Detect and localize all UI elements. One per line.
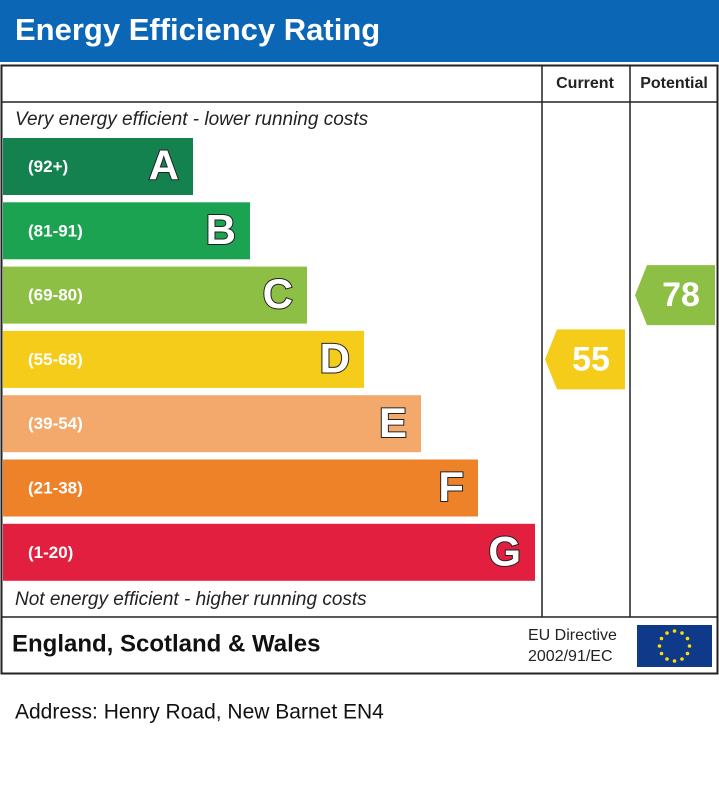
- band-range: (55-68): [28, 350, 83, 369]
- band: [3, 330, 364, 388]
- region: England, Scotland & Wales: [12, 630, 320, 657]
- potential-value: 78: [662, 276, 700, 314]
- band: [3, 523, 535, 581]
- star: [685, 651, 690, 656]
- band-range: (81-91): [28, 221, 83, 240]
- band-range: (39-54): [28, 414, 83, 433]
- column-header: Potential: [640, 75, 708, 92]
- band: [3, 138, 193, 195]
- band-range: (69-80): [28, 286, 83, 305]
- star: [672, 659, 677, 663]
- band: [3, 395, 421, 453]
- bottom-note: Not energy efficient - higher running co…: [15, 589, 367, 610]
- column-header: Current: [556, 75, 614, 92]
- band-range: (21-38): [28, 478, 83, 497]
- star: [659, 636, 664, 641]
- address: Address: Henry Road, New Barnet EN4: [15, 701, 384, 724]
- band: [3, 202, 250, 260]
- band: [3, 459, 478, 517]
- frame: [0, 64, 719, 675]
- band-letter: B: [206, 206, 236, 253]
- band: [3, 266, 307, 324]
- band-letter: A: [149, 142, 179, 189]
- band-letter: E: [379, 399, 407, 446]
- star: [685, 636, 690, 641]
- band-range: (1-20): [28, 543, 73, 562]
- current-arrow: [545, 329, 625, 390]
- top-note: Very energy efficient - lower running co…: [15, 109, 369, 130]
- star: [657, 644, 662, 648]
- potential-arrow: [635, 265, 715, 326]
- current-value: 55: [572, 340, 610, 378]
- star: [672, 629, 677, 633]
- star: [680, 657, 684, 661]
- band-letter: C: [263, 270, 293, 317]
- title: Energy Efficiency Rating: [15, 12, 380, 47]
- band-letter: G: [488, 527, 521, 574]
- eu-stars: [657, 629, 692, 663]
- directive: EU Directive: [528, 627, 617, 644]
- directive: 2002/91/EC: [528, 648, 613, 665]
- band-letter: F: [438, 463, 464, 510]
- star: [665, 657, 669, 661]
- star: [680, 631, 684, 635]
- star: [659, 651, 664, 656]
- star: [687, 644, 692, 648]
- band-range: (92+): [28, 157, 68, 176]
- star: [665, 631, 669, 635]
- title-bar: [0, 0, 719, 62]
- band-letter: D: [320, 334, 350, 381]
